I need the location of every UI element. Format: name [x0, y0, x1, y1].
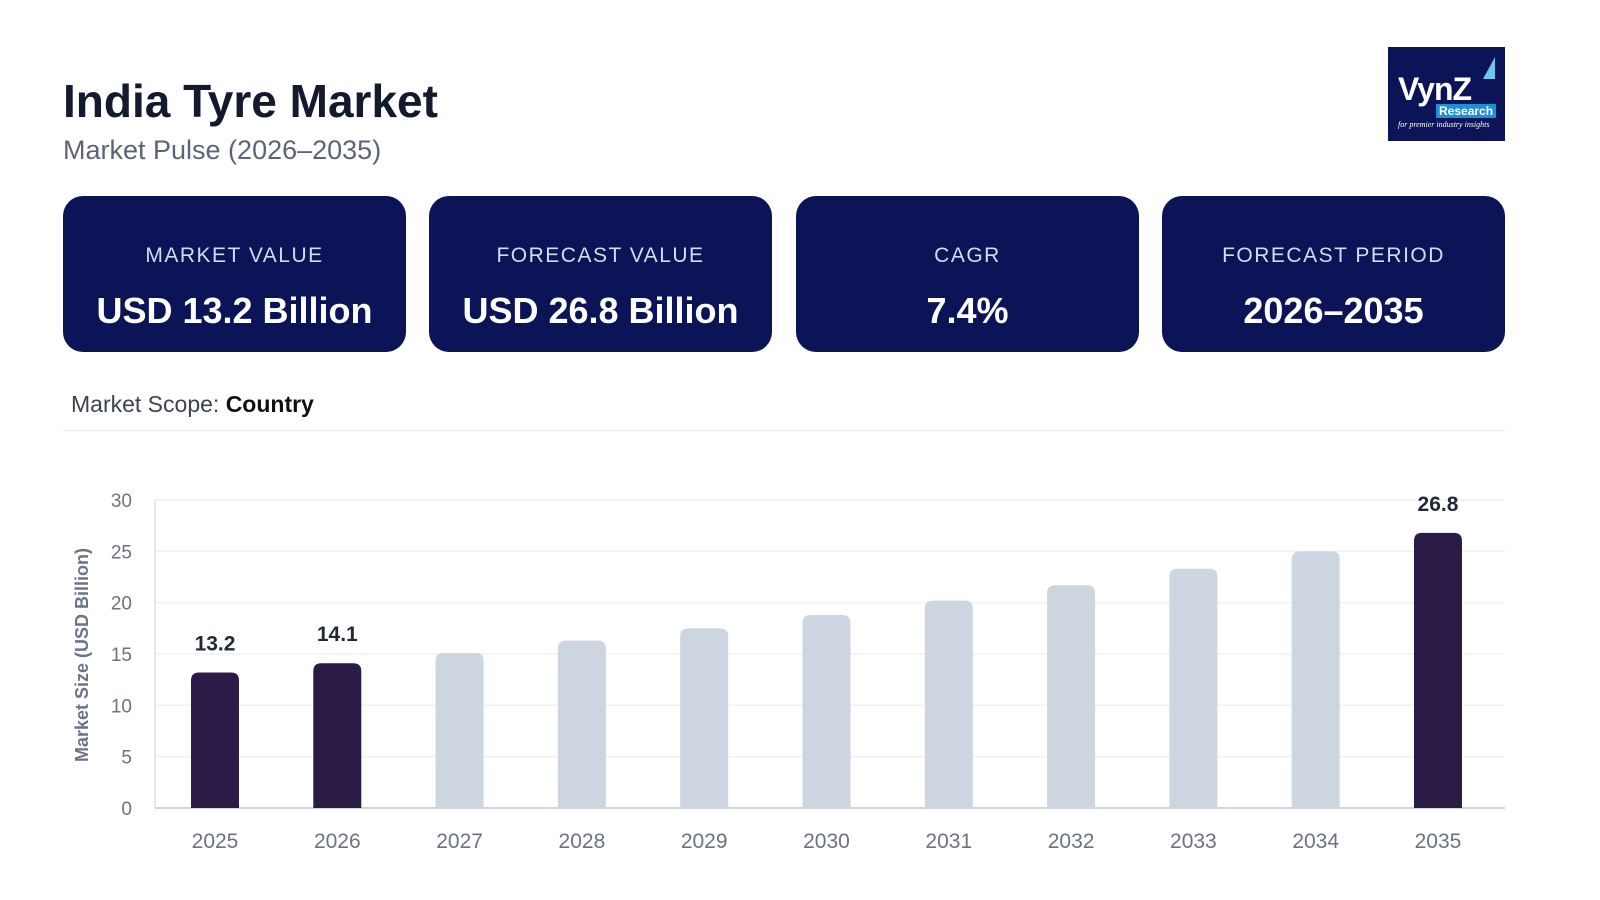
bar-2028 — [557, 640, 606, 808]
logo-tagline: for premier industry insights — [1398, 120, 1490, 129]
y-tick-label: 25 — [111, 542, 132, 563]
y-tick-label: 20 — [111, 594, 132, 615]
x-tick-label: 2029 — [681, 830, 728, 853]
data-label-2035: 26.8 — [1418, 493, 1459, 516]
y-tick-label: 15 — [111, 645, 132, 666]
bar-2030 — [802, 614, 851, 808]
page-subtitle: Market Pulse (2026–2035) — [63, 135, 382, 165]
logo-sub: Research — [1436, 104, 1497, 118]
bar-2027 — [435, 652, 484, 808]
x-tick-label: 2028 — [559, 830, 606, 853]
y-tick-label: 30 — [111, 491, 132, 512]
logo-text: VynZ — [1398, 71, 1472, 107]
card-label: FORECAST VALUE — [496, 244, 705, 267]
x-tick-label: 2031 — [925, 830, 972, 853]
bar-2025 — [191, 672, 239, 808]
x-tick-label: 2034 — [1292, 830, 1339, 853]
card-value: 2026–2035 — [1243, 290, 1424, 331]
divider — [63, 430, 1505, 431]
bar-2032 — [1047, 585, 1096, 808]
y-tick-label: 5 — [121, 748, 132, 769]
x-tick-label: 2026 — [314, 830, 361, 853]
card-forecast-period: FORECAST PERIOD 2026–2035 — [1162, 196, 1505, 352]
y-axis-label: Market Size (USD Billion) — [72, 548, 92, 762]
bar-2035 — [1413, 532, 1462, 808]
bar-2034 — [1291, 551, 1340, 808]
scope-label: Market Scope: — [71, 391, 220, 417]
bar-2029 — [680, 628, 729, 808]
card-market-value: MARKET VALUE USD 13.2 Billion — [63, 196, 406, 352]
x-tick-label: 2025 — [192, 830, 239, 853]
x-tick-label: 2032 — [1048, 830, 1095, 853]
bar-2026 — [313, 663, 362, 808]
vynz-logo: VynZ Research for premier industry insig… — [1388, 47, 1505, 141]
y-tick-label: 10 — [111, 696, 132, 717]
x-tick-label: 2030 — [803, 830, 850, 853]
data-label-2026: 14.1 — [317, 623, 358, 646]
card-label: CAGR — [934, 244, 1001, 267]
logo-arrow-icon — [1483, 57, 1495, 79]
scope-value: Country — [225, 391, 314, 417]
market-scope: Market Scope: Country — [71, 391, 314, 418]
x-tick-label: 2033 — [1170, 830, 1217, 853]
bar-2031 — [924, 600, 973, 808]
page-title: India Tyre Market — [63, 75, 438, 127]
card-value: USD 26.8 Billion — [462, 290, 739, 331]
x-tick-label: 2035 — [1415, 830, 1462, 853]
card-cagr: CAGR 7.4% — [796, 196, 1139, 352]
card-forecast-value: FORECAST VALUE USD 26.8 Billion — [429, 196, 772, 352]
data-label-2025: 13.2 — [195, 632, 236, 655]
card-value: 7.4% — [926, 290, 1009, 331]
bar-2033 — [1169, 568, 1218, 808]
y-tick-label: 0 — [121, 799, 132, 820]
x-tick-label: 2027 — [436, 830, 483, 853]
card-label: FORECAST PERIOD — [1222, 244, 1445, 267]
card-label: MARKET VALUE — [145, 244, 324, 267]
card-value: USD 13.2 Billion — [96, 290, 373, 331]
